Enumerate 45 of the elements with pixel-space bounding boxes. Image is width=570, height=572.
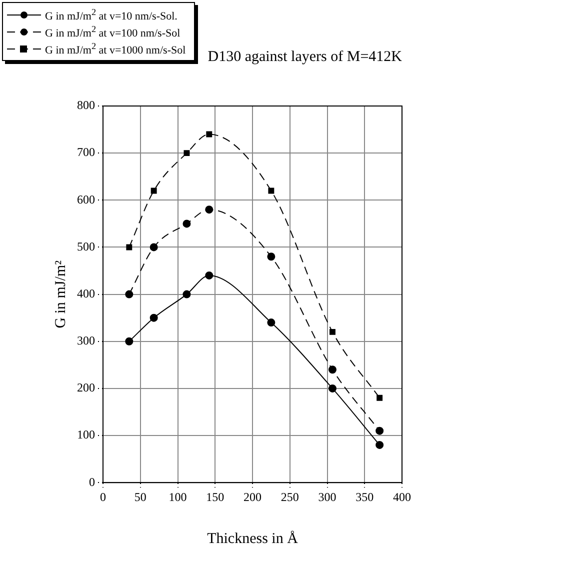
point	[205, 271, 214, 280]
point	[150, 188, 157, 194]
point	[150, 243, 158, 252]
y-axis-title: G in mJ/m²	[52, 260, 69, 328]
point	[376, 426, 384, 435]
chart-title: D130 against layers of M=412K	[208, 48, 402, 65]
x-tick-label: 200	[244, 490, 262, 504]
point	[125, 337, 134, 346]
point	[376, 440, 384, 449]
x-tick-label: 0	[100, 490, 106, 504]
x-tick-label: 350	[356, 490, 374, 504]
x-tick-label: 250	[280, 490, 299, 504]
legend-label: G in mJ/m$^{2}$ at v=1000 nm/s-Sol	[45, 40, 186, 56]
point	[184, 150, 190, 156]
x-axis-title: Thickness in Å	[207, 530, 298, 547]
point	[330, 328, 336, 335]
point	[206, 131, 212, 138]
x-tick-label: 400	[393, 490, 411, 504]
y-tick-label: 300	[77, 334, 95, 348]
point	[126, 244, 132, 250]
y-tick-label: 800	[77, 98, 95, 112]
point	[328, 384, 336, 392]
x-tick-label: 50	[134, 490, 146, 504]
point	[268, 188, 274, 194]
y-tick-label: 500	[77, 239, 95, 254]
point	[125, 290, 134, 298]
legend-label: G in mJ/m$^{2}$ at v=10 nm/s-Sol.	[45, 6, 178, 22]
point	[267, 252, 276, 261]
point	[267, 318, 276, 327]
y-tick-label: 200	[77, 380, 95, 395]
point	[205, 206, 214, 214]
point	[376, 394, 383, 401]
x-tick-label: 300	[318, 490, 336, 504]
legend-label: G in mJ/m$^{2}$ at v=100 nm/s-Sol	[45, 24, 180, 40]
x-tick-label: 100	[168, 490, 187, 504]
y-tick-label: 0	[89, 474, 95, 489]
point	[328, 366, 336, 374]
point	[182, 290, 191, 298]
y-tick-label: 600	[77, 192, 95, 206]
y-tick-label: 100	[77, 428, 95, 442]
x-tick-label: 150	[206, 490, 224, 504]
point	[182, 220, 191, 228]
point	[150, 314, 158, 322]
y-tick-label: 400	[77, 286, 95, 300]
y-tick-label: 700	[77, 145, 95, 160]
